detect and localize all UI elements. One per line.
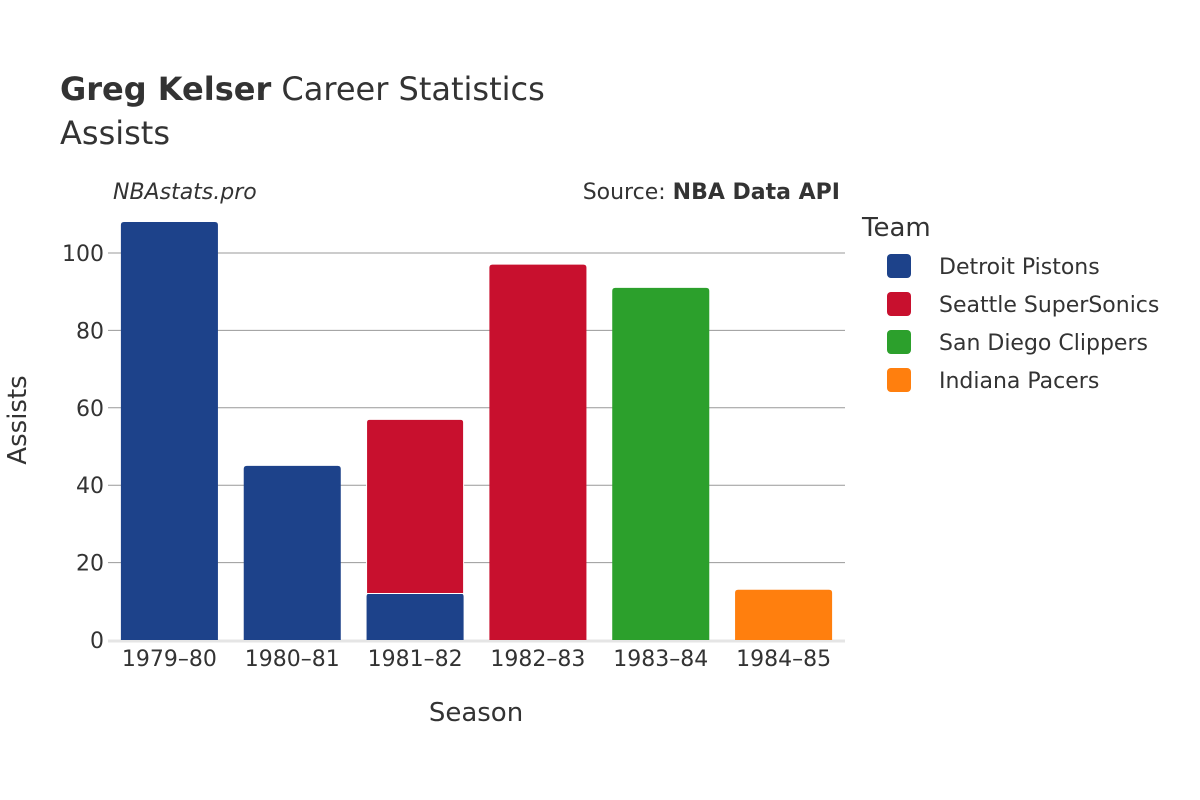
x-tick-label: 1982–83 xyxy=(490,647,585,672)
x-axis-title: Season xyxy=(429,698,523,728)
y-tick-label: 100 xyxy=(62,242,104,267)
legend-swatch xyxy=(887,292,911,316)
x-tick-label: 1979–80 xyxy=(122,647,217,672)
legend-label: Indiana Pacers xyxy=(939,369,1099,394)
bar-detroit-pistons[interactable] xyxy=(366,593,464,640)
x-tick-label: 1983–84 xyxy=(613,647,708,672)
source-label: Source: NBA Data API xyxy=(583,180,840,205)
legend-item[interactable]: Detroit Pistons xyxy=(887,254,1100,280)
x-tick-label: 1984–85 xyxy=(736,647,831,672)
x-tick-label: 1980–81 xyxy=(245,647,340,672)
y-tick-label: 40 xyxy=(76,474,104,499)
legend-item[interactable]: San Diego Clippers xyxy=(887,330,1148,356)
bar-indiana-pacers[interactable] xyxy=(735,589,833,640)
bar-seattle-supersonics[interactable] xyxy=(366,418,465,595)
legend-item[interactable]: Seattle SuperSonics xyxy=(887,292,1159,318)
legend-label: Detroit Pistons xyxy=(939,255,1100,280)
legend-label: San Diego Clippers xyxy=(939,331,1148,356)
bar-san-diego-clippers[interactable] xyxy=(612,287,710,640)
watermark: NBAstats.pro xyxy=(113,180,257,205)
y-tick-label: 0 xyxy=(90,629,104,654)
y-tick-label: 80 xyxy=(76,319,104,344)
y-tick-label: 20 xyxy=(76,552,104,577)
x-tick-label: 1981–82 xyxy=(368,647,463,672)
chart-title: Greg Kelser Career Statistics xyxy=(60,70,545,108)
bar-detroit-pistons[interactable] xyxy=(120,222,218,641)
legend-swatch xyxy=(887,330,911,354)
bar-seattle-supersonics[interactable] xyxy=(489,264,587,640)
legend-swatch xyxy=(887,368,911,392)
y-tick-label: 60 xyxy=(76,397,104,422)
chart-subtitle: Assists xyxy=(60,114,170,152)
legend-title: Team xyxy=(861,213,931,243)
legend-item[interactable]: Indiana Pacers xyxy=(887,368,1099,394)
legend-swatch xyxy=(887,254,911,278)
y-axis-title: Assists xyxy=(3,375,33,464)
legend-label: Seattle SuperSonics xyxy=(939,293,1159,318)
bar-detroit-pistons[interactable] xyxy=(243,465,341,640)
